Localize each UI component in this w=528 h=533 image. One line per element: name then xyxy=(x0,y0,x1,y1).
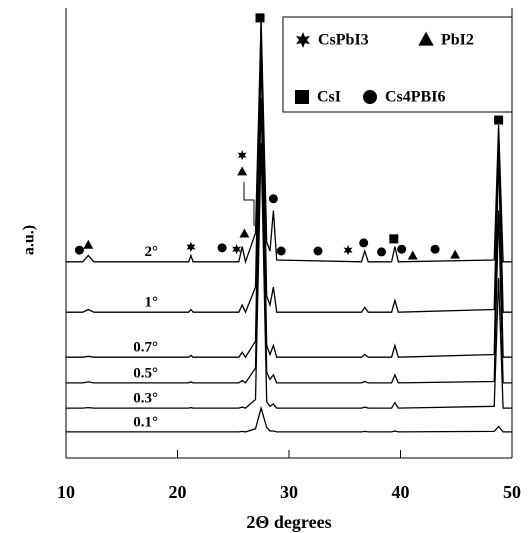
peak-marker xyxy=(494,115,504,125)
peak-marker xyxy=(255,13,265,23)
trace-label: 0.7° xyxy=(133,340,158,356)
xrd-trace xyxy=(66,142,512,409)
peak-marker xyxy=(237,166,248,176)
peak-marker xyxy=(389,234,399,244)
xrd-trace xyxy=(66,97,512,384)
x-tick-label: 40 xyxy=(392,482,410,502)
legend-label: PbI2 xyxy=(441,32,474,49)
peak-marker xyxy=(74,245,84,255)
xrd-trace xyxy=(66,21,512,265)
peak-marker xyxy=(407,250,418,260)
peak-marker xyxy=(276,246,286,256)
xrd-trace xyxy=(66,405,512,433)
legend-label: CsPbI3 xyxy=(318,32,369,49)
legend-symbol xyxy=(296,32,310,48)
peak-marker xyxy=(268,194,278,204)
xrd-trace xyxy=(66,21,512,314)
legend-symbol xyxy=(418,31,434,46)
trace-label: 0.1° xyxy=(133,414,158,430)
bracket xyxy=(243,182,255,226)
peak-marker xyxy=(232,244,242,255)
legend-symbol xyxy=(363,90,377,104)
trace-label: 1° xyxy=(145,295,159,311)
x-tick-label: 20 xyxy=(169,482,187,502)
peak-marker xyxy=(186,241,196,253)
peak-marker xyxy=(217,243,227,253)
x-tick-label: 10 xyxy=(57,482,75,502)
peak-marker xyxy=(377,247,387,257)
legend-label: Cs4PBI6 xyxy=(385,89,445,106)
peak-marker xyxy=(359,238,369,248)
peak-marker xyxy=(239,228,250,238)
peak-marker xyxy=(450,249,461,259)
legend-symbol xyxy=(295,90,309,104)
x-axis-label: 2Θ degrees xyxy=(246,512,331,532)
x-tick-label: 50 xyxy=(503,482,521,502)
peak-marker xyxy=(397,244,407,254)
legend-label: CsI xyxy=(317,89,341,106)
xrd-trace xyxy=(66,52,512,359)
trace-label: 0.3° xyxy=(133,390,158,406)
peak-marker xyxy=(313,246,323,256)
y-axis-label: a.u.) xyxy=(21,225,38,255)
peak-marker xyxy=(343,244,353,256)
trace-label: 2° xyxy=(145,244,159,260)
peak-marker xyxy=(83,239,94,249)
trace-label: 0.5° xyxy=(133,365,158,381)
x-tick-label: 30 xyxy=(280,482,298,502)
peak-marker xyxy=(430,244,440,254)
peak-marker xyxy=(237,150,247,161)
legend-box xyxy=(282,16,513,113)
